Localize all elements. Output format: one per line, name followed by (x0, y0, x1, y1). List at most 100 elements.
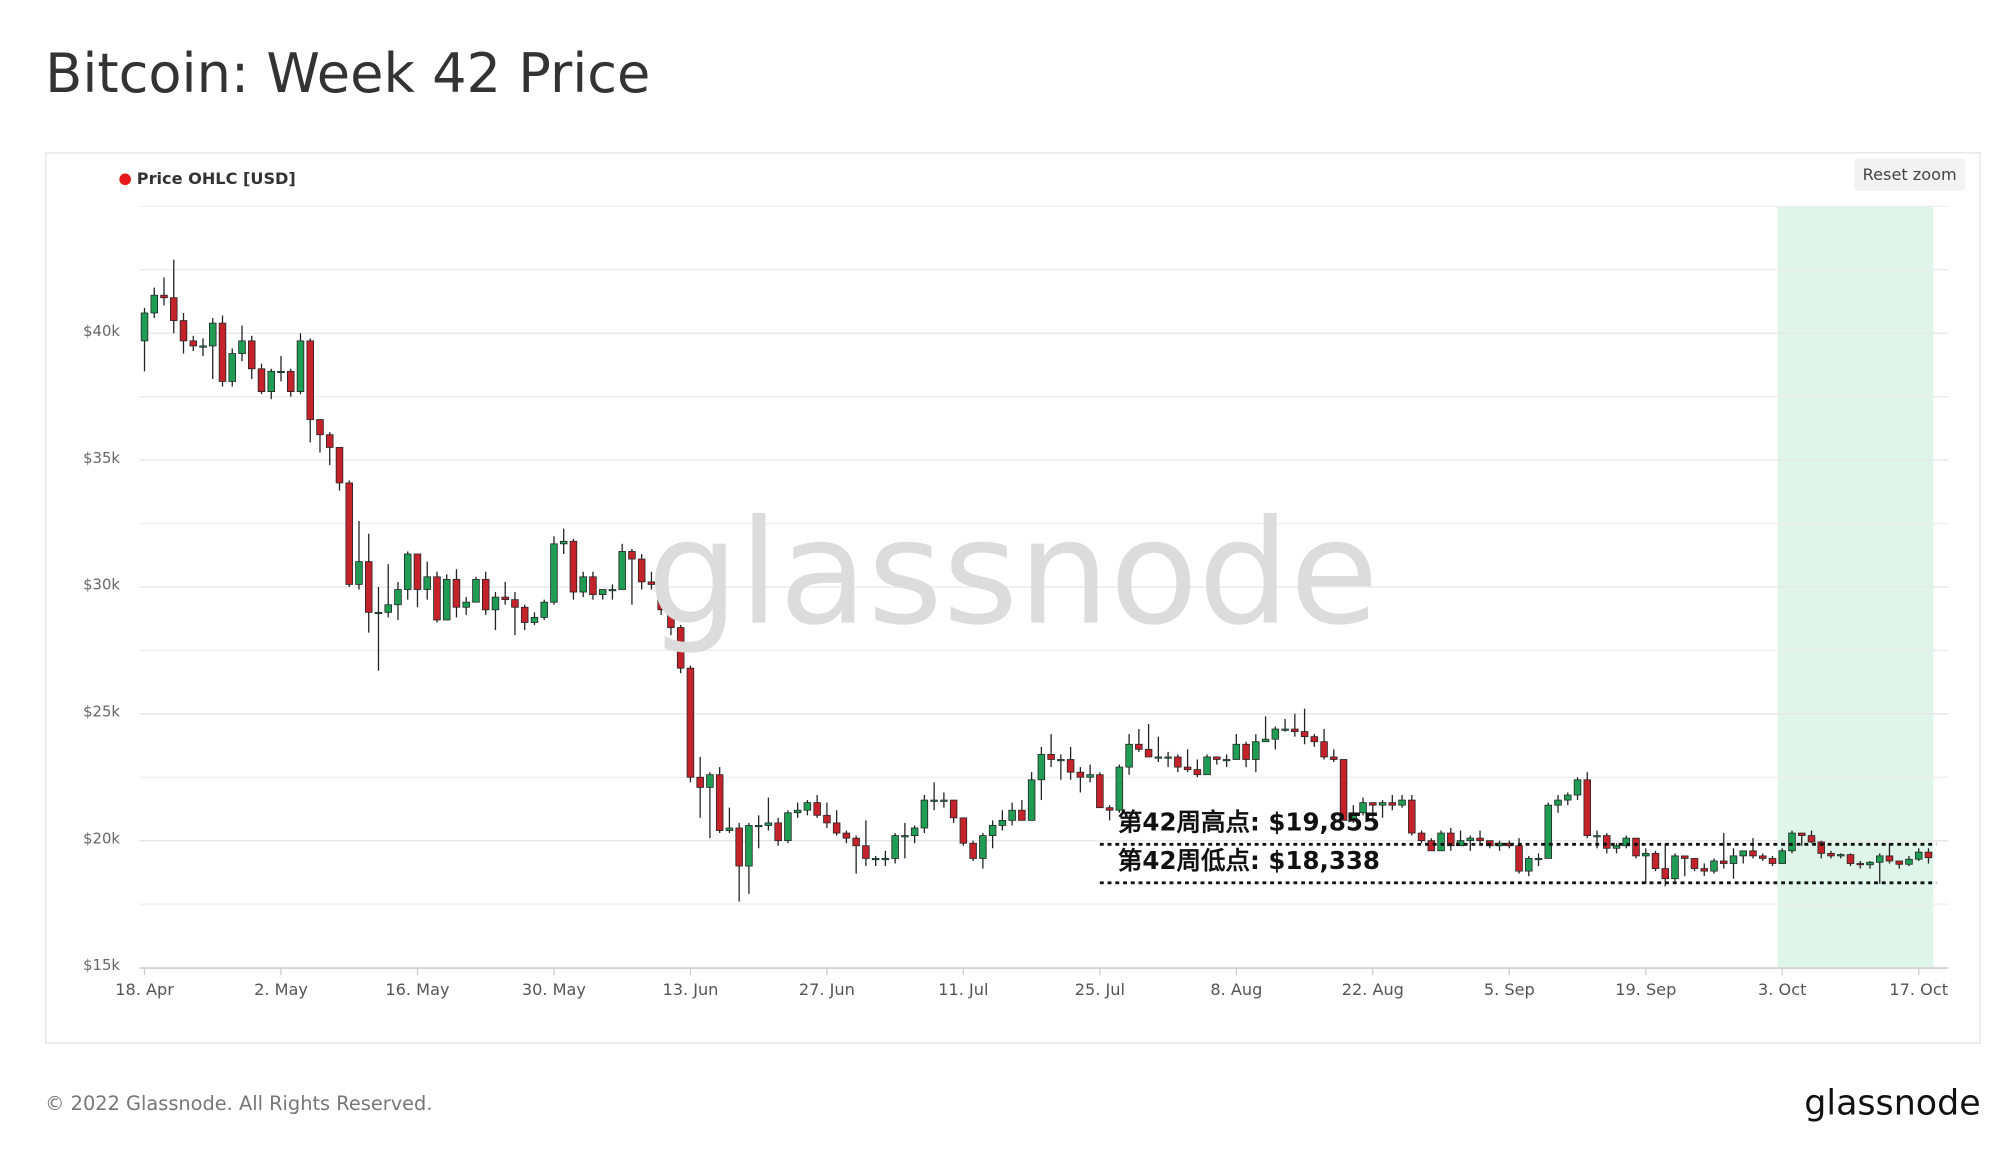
candle-body (1018, 809, 1026, 821)
candle-body (209, 322, 217, 347)
candle-body (199, 345, 207, 348)
annotation-label: 第42周高点: $19,855 (1118, 808, 1380, 837)
candle-body (1271, 728, 1280, 740)
candle-body (881, 858, 890, 861)
candle-body (413, 553, 422, 590)
candle-body (715, 774, 724, 831)
candle-body (462, 601, 470, 608)
candle-body (1515, 845, 1523, 872)
candle-body (1320, 741, 1328, 758)
candle-body (1681, 855, 1689, 859)
candle-body (998, 819, 1007, 826)
candle-body (676, 627, 685, 669)
candle-body (803, 802, 812, 811)
candle-body (1076, 771, 1085, 778)
x-tick-label: 11. Jul (938, 980, 988, 999)
candle-body (1846, 854, 1855, 864)
x-tick-label: 27. Jun (799, 980, 855, 999)
candle-body (267, 370, 275, 392)
candle-body (403, 553, 412, 590)
y-tick-label: $15k (83, 957, 120, 974)
candle-body (520, 606, 529, 623)
candle-body (1066, 759, 1075, 773)
candle-body (1914, 851, 1923, 860)
candle-body (1086, 774, 1094, 778)
candle-body (491, 596, 500, 611)
candle-body (1632, 837, 1640, 857)
candle-body (540, 601, 548, 618)
candle-body (725, 827, 734, 831)
candle-body (170, 297, 178, 321)
candle-body (1027, 779, 1036, 821)
candle-body (813, 802, 821, 816)
candle-body (1408, 799, 1416, 834)
candle-body (1603, 835, 1611, 849)
candle-body (1924, 851, 1933, 859)
candle-body (1544, 804, 1553, 859)
candle-body (1759, 855, 1767, 859)
candle-body (550, 543, 558, 603)
reset-zoom-label[interactable]: Reset zoom (1863, 165, 1957, 184)
candle-body (1885, 855, 1894, 862)
candle-body (306, 340, 314, 420)
x-tick-label: 25. Jul (1075, 980, 1125, 999)
candle-body (189, 340, 198, 347)
candle-body (793, 809, 802, 814)
candle-body (1690, 858, 1699, 869)
x-tick-label: 17. Oct (1889, 980, 1948, 999)
candle-body (501, 596, 509, 601)
candle-body (1261, 738, 1270, 743)
candle-body (589, 576, 597, 595)
candle-body (959, 817, 968, 844)
reset-zoom-bg[interactable] (1854, 158, 1966, 191)
candle-body (891, 835, 899, 859)
candle-body (1807, 835, 1816, 843)
y-tick-label: $40k (83, 323, 120, 340)
candle-body (140, 312, 149, 342)
candle-body (1164, 756, 1172, 759)
candle-body (774, 822, 782, 842)
candle-body (1183, 766, 1192, 771)
y-tick-label: $30k (83, 577, 120, 594)
candle-body (423, 576, 431, 590)
candle-body (1057, 759, 1065, 762)
candle-body (1720, 860, 1728, 864)
candle-body (1242, 743, 1250, 760)
candle-body (706, 774, 714, 788)
y-tick-label: $25k (83, 704, 120, 721)
candle-body (1768, 858, 1777, 864)
candle-body (442, 578, 451, 621)
legend-marker (119, 173, 131, 186)
candle-body (1291, 728, 1299, 732)
candle-body (1144, 748, 1153, 758)
candle-body (1388, 802, 1397, 806)
candle-body (910, 827, 919, 836)
candle-body (1749, 850, 1757, 857)
x-tick-label: 18. Apr (115, 980, 174, 999)
reset-zoom-button[interactable]: Reset zoom (1854, 158, 1966, 191)
candle-body (764, 822, 773, 826)
candle-body (1339, 759, 1348, 821)
x-tick-label: 22. Aug (1342, 980, 1404, 999)
candle-body (667, 609, 675, 628)
candle-body (355, 561, 363, 585)
legend-label: Price OHLC [USD] (137, 169, 296, 188)
chart-title: Bitcoin: Week 42 Price (45, 42, 650, 105)
candle-body (1047, 754, 1055, 760)
candle-body (1671, 855, 1679, 880)
candle-body (481, 578, 490, 611)
candle-body (852, 837, 860, 847)
candle-body (1135, 743, 1143, 750)
candle-body (901, 835, 909, 838)
candle-body (1213, 756, 1221, 760)
x-tick-label: 2. May (254, 980, 308, 999)
candle-body (1564, 794, 1572, 801)
candle-body (1378, 802, 1387, 806)
candle-body (1554, 799, 1562, 806)
candle-body (1778, 850, 1786, 864)
candle-body (1222, 759, 1231, 762)
candle-body (1096, 774, 1104, 809)
candle-body (1573, 779, 1582, 796)
